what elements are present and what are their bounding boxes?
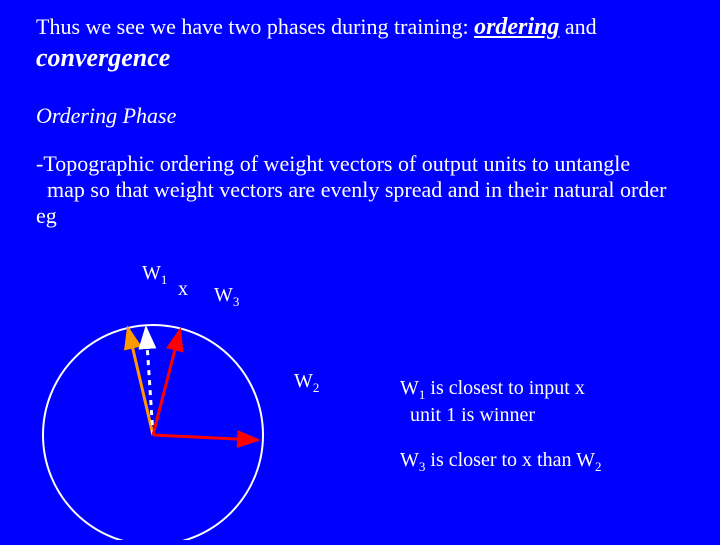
note3-w: W: [400, 449, 419, 471]
phase-title: Ordering Phase: [36, 103, 684, 129]
vector-w3: [153, 330, 180, 435]
intro-and: and: [559, 14, 596, 39]
note-line-2: unit 1 is winner: [400, 403, 602, 428]
label-x-text: x: [178, 278, 188, 300]
label-w1: W1: [142, 262, 167, 288]
label-x: x: [178, 278, 188, 301]
label-w2-sub: 2: [313, 380, 320, 395]
label-w2-base: W: [294, 370, 313, 392]
intro-text: Thus we see we have two phases during tr…: [36, 12, 684, 75]
intro-convergence: convergence: [36, 43, 170, 72]
label-w3: W3: [214, 284, 239, 310]
intro-pre: Thus we see we have two phases during tr…: [36, 14, 474, 39]
label-w3-sub: 3: [233, 294, 240, 309]
diagram-svg: [28, 310, 278, 540]
label-w1-base: W: [142, 262, 161, 284]
note-line-1: W1 is closest to input x: [400, 376, 602, 403]
label-w3-base: W: [214, 284, 233, 306]
label-w1-sub: 1: [161, 272, 168, 287]
note1-w: W: [400, 377, 419, 399]
note-line-3: W3 is closer to x than W2: [400, 448, 602, 475]
vector-diagram: [28, 310, 278, 540]
vector-w2: [153, 435, 258, 440]
note3-sub2: 2: [595, 459, 602, 474]
notes: W1 is closest to input x unit 1 is winne…: [400, 376, 602, 476]
intro-ordering: ordering: [474, 14, 559, 40]
ordering-paragraph: -Topographic ordering of weight vectors …: [36, 151, 684, 230]
label-w2: W2: [294, 370, 319, 396]
note1-rest: is closest to input x: [425, 377, 584, 399]
note3-rest: is closer to x than W: [425, 449, 595, 471]
